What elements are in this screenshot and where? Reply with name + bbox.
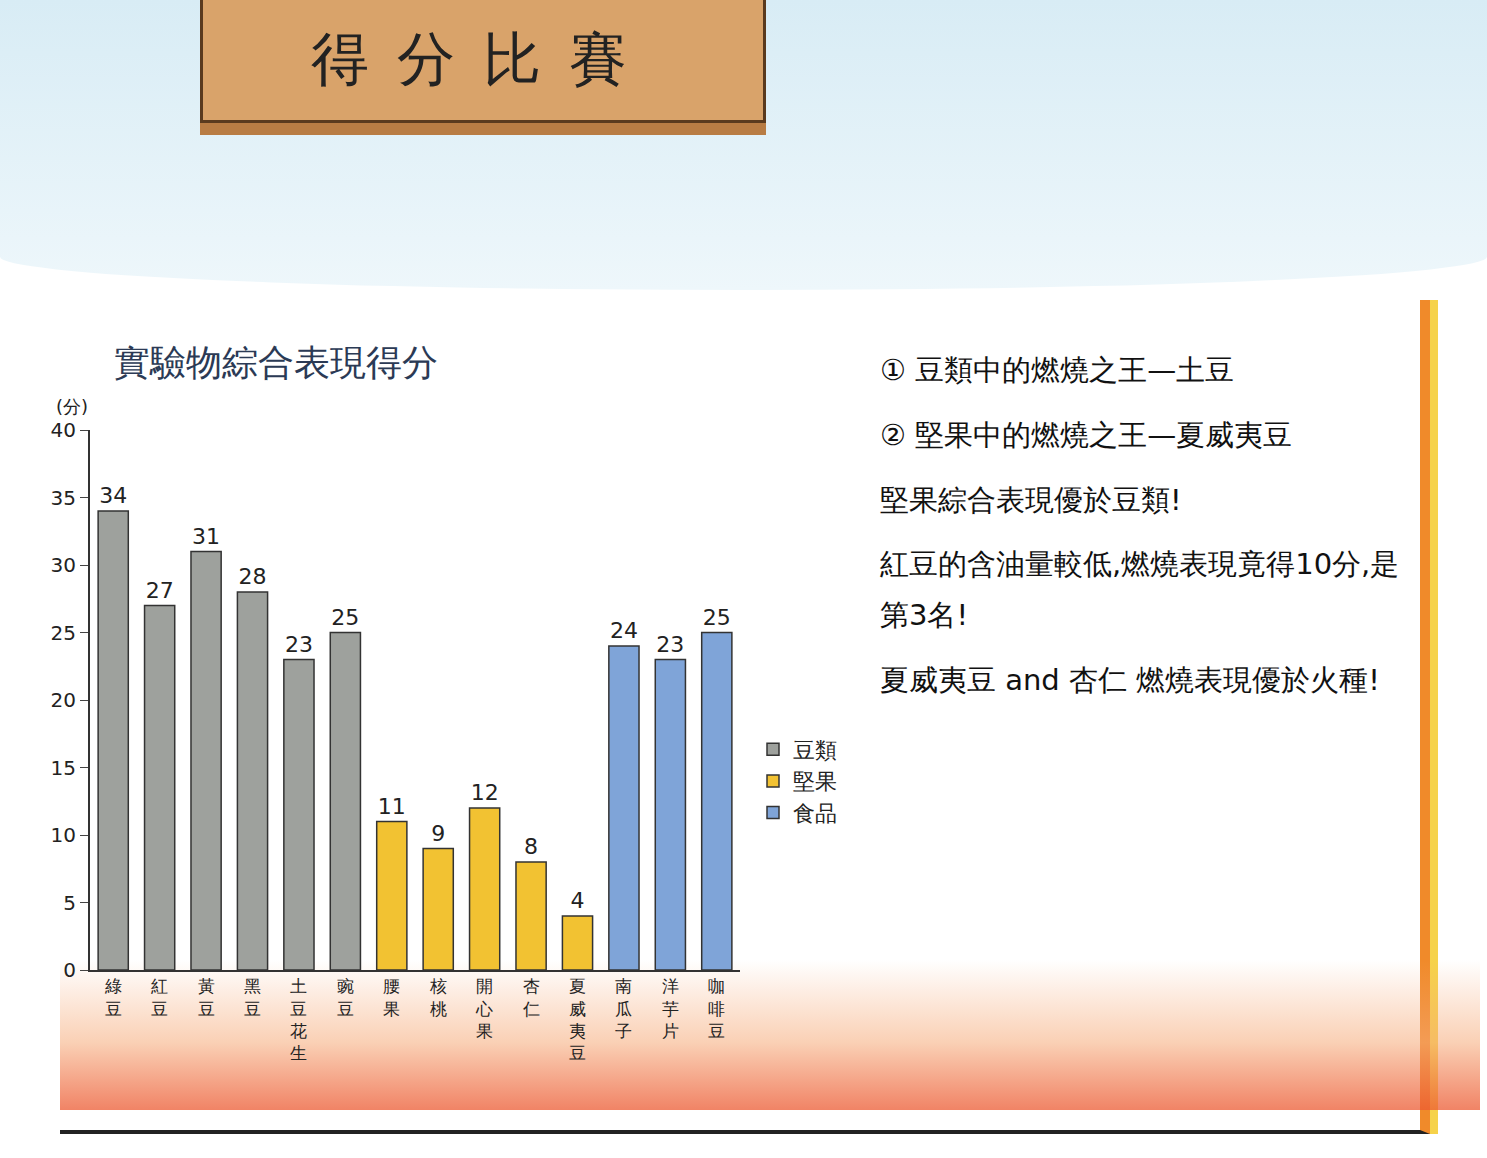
html-text:② 堅果中的燃燒之王—夏威夷豆: ② 堅果中的燃燒之王—夏威夷豆	[880, 417, 1293, 452]
svg-text:豌豆: 豌豆	[337, 976, 354, 1018]
svg-text:咖啡豆: 咖啡豆	[708, 976, 725, 1040]
svg-text:25: 25	[703, 605, 731, 630]
svg-text:9: 9	[431, 821, 445, 846]
html-text:① 豆類中的燃燒之王—土豆: ① 豆類中的燃燒之王—土豆	[880, 353, 1235, 387]
svg-text:40: 40	[51, 418, 76, 442]
svg-text:黃豆: 黃豆	[198, 976, 215, 1018]
svg-text:5: 5	[63, 891, 76, 915]
svg-text:31: 31	[192, 524, 220, 549]
svg-text:南瓜子: 南瓜子	[615, 976, 632, 1040]
svg-text:10: 10	[51, 823, 76, 847]
svg-text:綠豆: 綠豆	[104, 976, 122, 1018]
svg-text:核桃: 核桃	[429, 976, 447, 1018]
svg-text:開心果: 開心果	[475, 976, 493, 1040]
svg-text:實驗物綜合表現得分: 實驗物綜合表現得分	[114, 342, 438, 383]
svg-text:23: 23	[656, 632, 684, 657]
svg-text:24: 24	[610, 618, 638, 643]
svg-text:腰果: 腰果	[383, 976, 400, 1018]
svg-text:食品: 食品	[793, 801, 837, 826]
svg-text:堅果: 堅果	[793, 769, 837, 794]
svg-text:(分): (分)	[56, 396, 88, 417]
svg-text:12: 12	[471, 780, 499, 805]
svg-text:34: 34	[99, 483, 127, 508]
html-text:紅豆的含油量較低,燃燒表現竟得10分,是第3名!: 紅豆的含油量較低,燃燒表現竟得10分,是第3名!	[880, 547, 1400, 632]
svg-text:27: 27	[146, 578, 174, 603]
svg-text:夏威夷豆: 夏威夷豆	[569, 976, 586, 1062]
svg-text:紅豆: 紅豆	[151, 976, 168, 1018]
svg-text:杏仁: 杏仁	[522, 976, 540, 1018]
svg-text:豆類: 豆類	[793, 738, 837, 763]
svg-text:30: 30	[51, 553, 76, 577]
html-text:夏威夷豆 and 杏仁 燃燒表現優於火種!: 夏威夷豆 and 杏仁 燃燒表現優於火種!	[880, 662, 1380, 697]
svg-text:土豆花生: 土豆花生	[290, 976, 307, 1062]
svg-text:35: 35	[51, 486, 76, 510]
svg-text:洋芋片: 洋芋片	[662, 976, 679, 1040]
svg-text:23: 23	[285, 632, 313, 657]
html-text:得分比賽: 得分比賽	[311, 25, 655, 93]
svg-text:28: 28	[239, 564, 267, 589]
svg-text:黑豆: 黑豆	[244, 976, 261, 1018]
svg-text:20: 20	[51, 688, 76, 712]
svg-text:11: 11	[378, 794, 406, 819]
svg-text:4: 4	[571, 888, 585, 913]
html-text:堅果綜合表現優於豆類!: 堅果綜合表現優於豆類!	[880, 482, 1182, 517]
svg-text:15: 15	[51, 756, 76, 780]
svg-text:25: 25	[51, 621, 76, 645]
svg-text:8: 8	[524, 834, 538, 859]
svg-text:25: 25	[331, 605, 359, 630]
svg-text:0: 0	[63, 958, 76, 982]
